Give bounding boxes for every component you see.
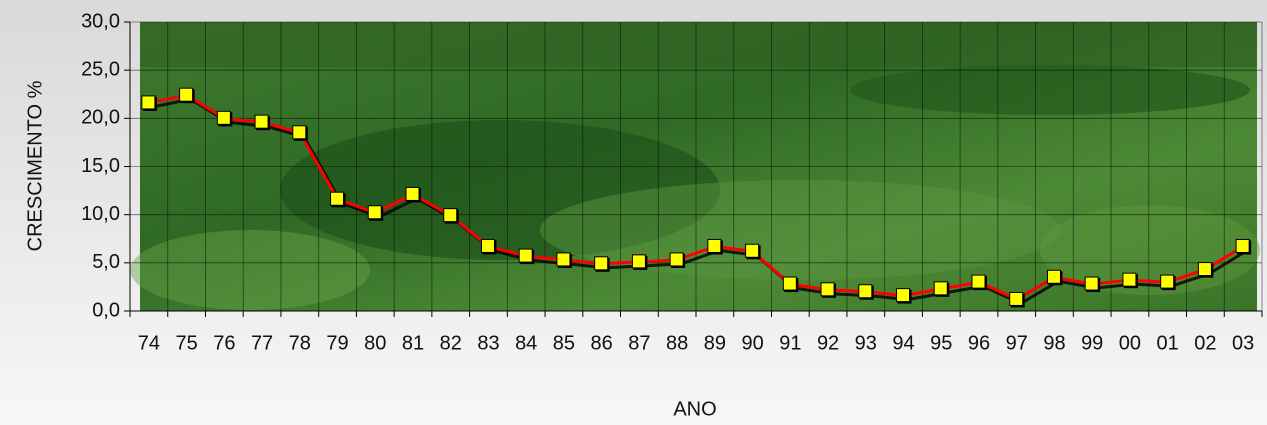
x-tick-label: 76 [213, 332, 235, 354]
marker [1122, 272, 1137, 287]
x-tick-label: 94 [892, 332, 914, 354]
x-tick-label: 99 [1081, 332, 1103, 354]
x-tick-label: 96 [968, 332, 990, 354]
x-tick-label: 81 [402, 332, 424, 354]
x-tick-label: 79 [326, 332, 348, 354]
x-tick-label: 92 [817, 332, 839, 354]
x-tick-label: 98 [1043, 332, 1065, 354]
marker [216, 110, 231, 125]
marker [971, 274, 986, 289]
x-tick-label: 75 [175, 332, 197, 354]
x-tick-label: 88 [666, 332, 688, 354]
marker [1084, 276, 1099, 291]
marker [556, 252, 571, 267]
x-tick-label: 00 [1119, 332, 1141, 354]
y-tick-label: 20,0 [81, 107, 120, 129]
marker [1009, 291, 1024, 306]
marker [1197, 262, 1212, 277]
x-tick-label: 89 [704, 332, 726, 354]
marker [141, 95, 156, 110]
marker [367, 205, 382, 220]
x-axis-label: ANO [673, 398, 716, 420]
marker [254, 114, 269, 129]
x-tick-label: 82 [440, 332, 462, 354]
marker [518, 248, 533, 263]
marker [1235, 238, 1250, 253]
y-tick-label: 5,0 [92, 251, 120, 273]
x-tick-label: 03 [1232, 332, 1254, 354]
x-tick-label: 74 [138, 332, 160, 354]
marker [782, 276, 797, 291]
x-tick-label: 83 [477, 332, 499, 354]
marker [933, 281, 948, 296]
x-tick-label: 84 [515, 332, 537, 354]
marker [745, 243, 760, 258]
x-tick-label: 91 [779, 332, 801, 354]
marker [480, 238, 495, 253]
marker [292, 125, 307, 140]
y-tick-label: 10,0 [81, 203, 120, 225]
x-tick-label: 86 [591, 332, 613, 354]
marker [631, 254, 646, 269]
marker [820, 282, 835, 297]
y-tick-label: 25,0 [81, 58, 120, 80]
x-tick-label: 01 [1157, 332, 1179, 354]
y-tick-label: 15,0 [81, 155, 120, 177]
marker [1046, 269, 1061, 284]
y-tick-label: 30,0 [81, 10, 120, 32]
marker [443, 208, 458, 223]
marker [896, 288, 911, 303]
x-tick-label: 90 [741, 332, 763, 354]
x-tick-label: 95 [930, 332, 952, 354]
x-tick-label: 78 [289, 332, 311, 354]
marker [669, 252, 684, 267]
marker [858, 284, 873, 299]
y-tick-label: 0,0 [92, 299, 120, 321]
x-tick-label: 93 [855, 332, 877, 354]
x-tick-label: 87 [628, 332, 650, 354]
x-tick-label: 02 [1194, 332, 1216, 354]
x-tick-label: 85 [553, 332, 575, 354]
marker [594, 256, 609, 271]
marker [179, 87, 194, 102]
marker [405, 186, 420, 201]
marker [1160, 274, 1175, 289]
y-axis-label: CRESCIMENTO % [24, 80, 46, 251]
marker [330, 191, 345, 206]
x-tick-label: 80 [364, 332, 386, 354]
marker [707, 238, 722, 253]
x-tick-label: 77 [251, 332, 273, 354]
x-tick-label: 97 [1006, 332, 1028, 354]
